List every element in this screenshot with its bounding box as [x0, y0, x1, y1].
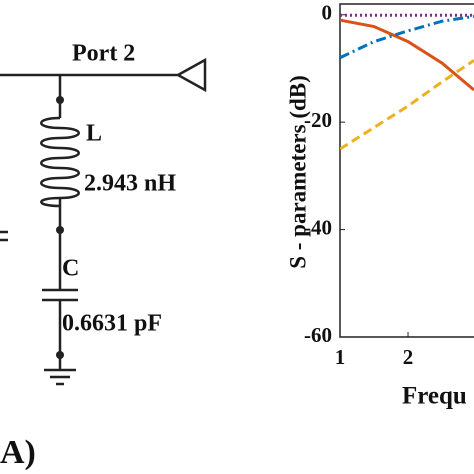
port-label: Port 2 [72, 41, 135, 67]
y-tick-label: -40 [304, 215, 332, 239]
y-axis-label: S - parameters (dB) [285, 75, 310, 269]
series-line [340, 18, 474, 92]
circuit: Port 2 L 2.943 nH C 0.6631 pF A) [0, 41, 207, 471]
x-tick-label: 1 [335, 345, 346, 369]
inductor-label: L [86, 121, 102, 147]
y-tick-label: 0 [322, 1, 333, 25]
x-axis-label: Frequ [402, 383, 467, 410]
port-line [0, 57, 207, 93]
x-tick-label: 2 [403, 345, 414, 369]
inductor [40, 116, 80, 208]
capacitor-value: 0.6631 pF [62, 311, 162, 337]
capacitor-label: C [62, 256, 79, 282]
node [56, 351, 64, 359]
panel-label: A) [0, 434, 36, 471]
inductor-value: 2.943 nH [84, 171, 176, 197]
plot: 0 -20 -40 -601 2 S - parameters (dB) Frequ [285, 1, 474, 410]
node [56, 96, 64, 104]
capacitor [0, 198, 78, 386]
y-tick-label: -20 [304, 108, 332, 132]
series-line [340, 14, 474, 60]
axes-box [339, 3, 474, 338]
node [56, 226, 64, 234]
y-tick-label: -60 [304, 323, 332, 347]
